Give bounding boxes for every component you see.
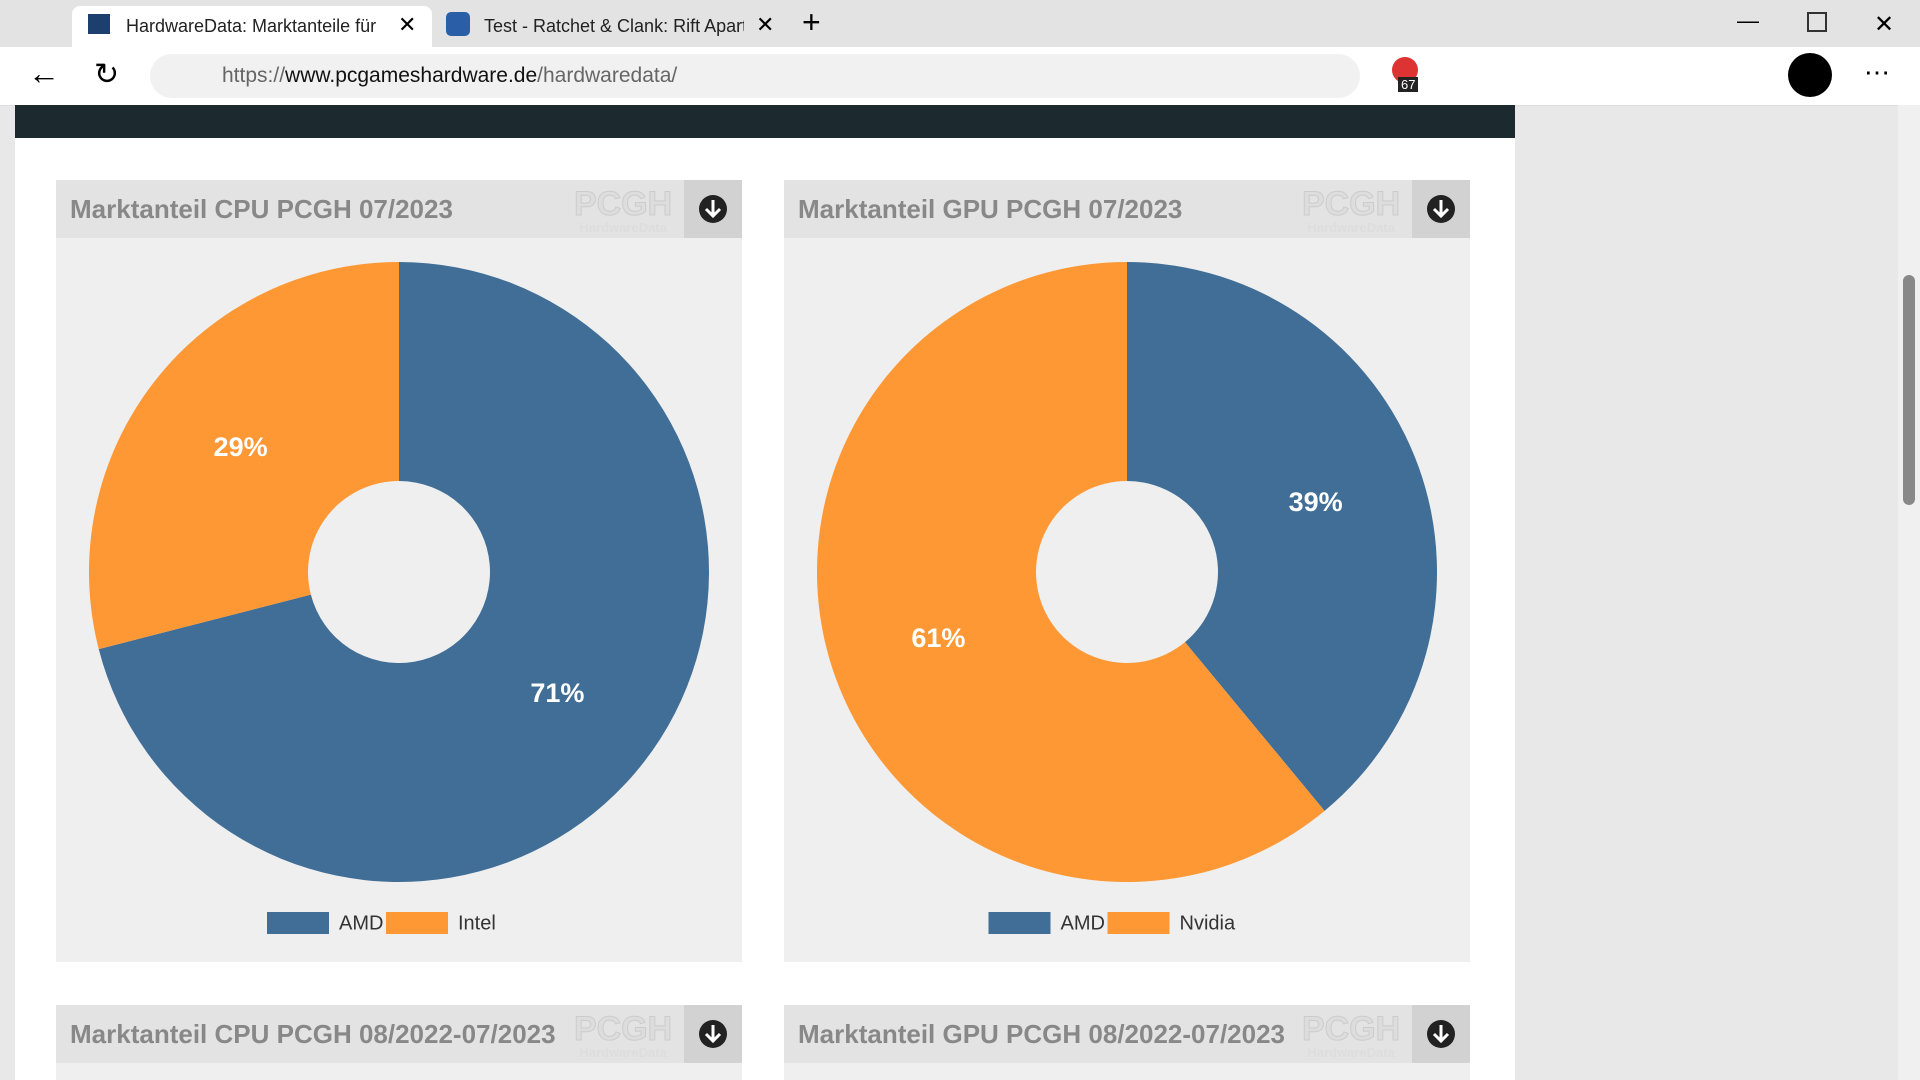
logo: PCGH HardwareData — [1301, 1010, 1401, 1060]
logo-name: PCGH — [1301, 1010, 1401, 1048]
panel-header: Marktanteil CPU PCGH 07/2023 PCGH Hardware… — [56, 180, 742, 238]
close-tab[interactable]: ✕ — [756, 12, 775, 37]
tab-title[interactable]: Test - Ratchet & Clank: Rift Apart — [484, 16, 744, 36]
active-tab[interactable] — [72, 6, 432, 47]
download-button[interactable] — [684, 1005, 742, 1063]
banner — [15, 105, 1515, 138]
chart-panel: Marktanteil GPU PCGH 07/2023 PCGH Hardware… — [784, 180, 1470, 962]
panel-header: Marktanteil GPU PCGH 08/2022-07/2023 PCGH… — [784, 1005, 1470, 1063]
logo-sub: HardwareData — [1307, 1045, 1395, 1060]
logo-sub: HardwareData — [1307, 220, 1395, 235]
panel-title: Marktanteil CPU PCGH 07/2023 — [70, 194, 453, 224]
data-label: 29% — [214, 432, 268, 462]
panel: Marktanteil CPU PCGH 08/2022-07/2023 PCGH… — [56, 1005, 742, 1080]
profile[interactable] — [1788, 53, 1832, 97]
back[interactable]: ← — [28, 55, 60, 91]
data-label: 71% — [530, 678, 584, 708]
download-icon — [1427, 195, 1455, 223]
legend-swatch — [988, 912, 1051, 934]
pie-chart: 39% 61% AMD Nvidia — [817, 262, 1437, 934]
panel-title: Marktanteil GPU PCGH 08/2022-07/2023 — [798, 1019, 1286, 1049]
new-tab[interactable]: + — [802, 4, 821, 40]
legend-label: Intel — [458, 912, 496, 934]
minimize[interactable]: — — [1737, 8, 1759, 33]
tab-title[interactable]: HardwareData: Marktanteile für C — [126, 16, 381, 36]
logo: PCGH HardwareData — [573, 1010, 673, 1060]
maximize[interactable] — [1807, 12, 1827, 32]
legend-label: AMD — [1061, 912, 1105, 934]
address-bar: ← ↻ https://www.pcgameshardware.de/hardw… — [0, 47, 1920, 106]
icon-arrow — [1432, 1025, 1450, 1044]
url-host: www.pcgameshardware.de — [285, 64, 538, 87]
chart-panel: Marktanteil CPU PCGH 07/2023 PCGH Hardware… — [56, 180, 742, 962]
legend-swatch — [267, 912, 329, 934]
url-path: /hardwaredata/ — [537, 64, 678, 87]
reload[interactable]: ↻ — [94, 58, 120, 91]
favicon — [446, 12, 470, 36]
favicon — [88, 14, 110, 34]
pie-slice — [88, 262, 399, 650]
pie-chart: 71% 29% AMD Intel — [88, 262, 710, 934]
panel: Marktanteil GPU PCGH 08/2022-07/2023 PCGH… — [784, 1005, 1470, 1080]
close-window[interactable]: ✕ — [1874, 11, 1895, 38]
logo: PCGH HardwareData — [1301, 185, 1401, 235]
panel-title: Marktanteil CPU PCGH 08/2022-07/2023 — [70, 1019, 556, 1049]
legend-label: AMD — [339, 912, 383, 934]
download-icon — [699, 195, 727, 223]
panel-title: Marktanteil GPU PCGH 07/2023 — [798, 194, 1183, 224]
download-button[interactable] — [1412, 180, 1470, 238]
download-icon — [699, 1020, 727, 1048]
close-tab[interactable]: ✕ — [398, 12, 417, 37]
panel-header: Marktanteil GPU PCGH 07/2023 PCGH Hardware… — [784, 180, 1470, 238]
legend-label: Nvidia — [1180, 912, 1236, 934]
download-button[interactable] — [1412, 1005, 1470, 1063]
icon-arrow — [704, 1025, 722, 1044]
scroll-thumb[interactable] — [1903, 275, 1915, 505]
logo-name: PCGH — [573, 1010, 673, 1048]
data-label: 61% — [911, 623, 965, 653]
tab-bar: HardwareData: Marktanteile für C ✕ Test … — [0, 0, 1920, 47]
url-scheme: https:// — [222, 64, 286, 87]
legend-swatch — [386, 912, 448, 934]
pie-slice — [1127, 262, 1437, 811]
legend-swatch — [1107, 912, 1170, 934]
menu[interactable]: ⋯ — [1864, 57, 1890, 87]
url-field[interactable]: https://www.pcgameshardware.de/hardwared… — [150, 54, 1360, 98]
scrollbar — [1898, 105, 1920, 1080]
badge: 67 — [1398, 77, 1419, 92]
icon-arrow — [704, 200, 722, 219]
logo-name: PCGH — [573, 185, 673, 223]
download-button[interactable] — [684, 180, 742, 238]
pie-slice — [98, 262, 710, 882]
download-icon — [1427, 1020, 1455, 1048]
panel-header: Marktanteil CPU PCGH 08/2022-07/2023 PCGH… — [56, 1005, 742, 1063]
logo-name: PCGH — [1301, 185, 1401, 223]
data-label: 39% — [1289, 487, 1343, 517]
icon-arrow — [1432, 200, 1450, 219]
logo-sub: HardwareData — [579, 220, 667, 235]
logo-sub: HardwareData — [579, 1045, 667, 1060]
pie-slice — [817, 262, 1325, 882]
logo: PCGH HardwareData — [573, 185, 673, 235]
